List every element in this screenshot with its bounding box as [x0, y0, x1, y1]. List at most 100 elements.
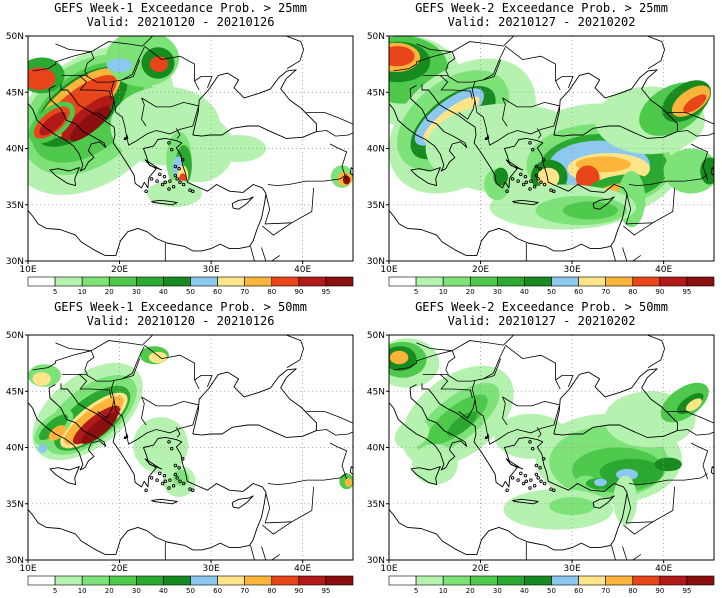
island	[516, 478, 520, 482]
island	[168, 478, 172, 482]
country-border	[471, 80, 560, 146]
lat-label: 40N	[367, 145, 385, 155]
country-border	[622, 546, 642, 560]
country-border	[284, 335, 305, 368]
island	[163, 479, 168, 484]
island	[542, 481, 547, 486]
country-border	[194, 375, 213, 387]
lon-label: 20E	[111, 265, 128, 275]
island	[162, 473, 167, 478]
country-border	[445, 350, 456, 375]
country-border	[393, 350, 453, 371]
colorbar-swatch	[659, 575, 688, 586]
island	[538, 465, 542, 470]
country-border	[84, 350, 95, 375]
colorbar-label: 5	[53, 587, 57, 595]
lat-label: 45N	[6, 88, 24, 98]
colorbar-label: 90	[294, 288, 303, 296]
borders	[393, 335, 714, 560]
panel-valid-dates: Valid: 20210127 - 20210202	[447, 15, 636, 29]
coastlines	[377, 69, 714, 256]
colorbar-label: 95	[682, 587, 691, 595]
island	[534, 463, 539, 468]
colorbar-label: 30	[493, 587, 502, 595]
island	[523, 174, 528, 179]
country-border	[445, 51, 456, 76]
probability-contour	[38, 414, 69, 441]
colorbar-label: 80	[267, 587, 276, 595]
island	[534, 472, 539, 477]
colorbar-swatch	[108, 276, 137, 287]
colorbar-swatch	[136, 575, 164, 586]
island	[377, 115, 385, 133]
island	[524, 180, 529, 185]
lat-label: 35N	[367, 500, 385, 510]
lat-label: 30N	[6, 556, 24, 566]
colorbar-swatch	[524, 575, 552, 586]
colorbar-swatch	[442, 276, 471, 287]
colorbar-swatch	[659, 276, 688, 287]
island	[552, 488, 556, 492]
colorbar-label: 40	[159, 587, 168, 595]
colorbar-label: 80	[628, 587, 637, 595]
island	[530, 446, 535, 451]
island	[529, 179, 533, 183]
colorbar-label: 90	[655, 587, 664, 595]
colorbar-label: 20	[105, 288, 114, 296]
country-border	[194, 76, 213, 88]
lat-label: 30N	[367, 257, 385, 267]
island	[144, 189, 148, 193]
island	[231, 196, 254, 210]
colorbar-label: 40	[520, 288, 529, 296]
lon-label: 30E	[564, 265, 581, 275]
island	[173, 472, 178, 477]
colorbar-swatch	[190, 276, 218, 287]
lon-label: 40E	[294, 265, 311, 275]
island	[524, 479, 529, 484]
colorbar-swatch	[469, 575, 498, 586]
island	[181, 182, 186, 187]
country-border	[79, 374, 112, 399]
coastline	[389, 384, 468, 471]
island	[191, 488, 195, 492]
country-border	[55, 36, 154, 53]
coastline	[28, 383, 267, 555]
island	[177, 465, 181, 470]
colorbar-swatch	[27, 276, 56, 287]
island	[151, 199, 178, 206]
lat-label: 35N	[6, 201, 24, 211]
country-border	[505, 45, 561, 91]
colorbar-swatch	[551, 276, 579, 287]
colorbar-swatch	[632, 575, 661, 586]
country-border	[264, 187, 314, 225]
coastline	[389, 85, 468, 172]
island	[173, 164, 178, 169]
colorbar-label: 60	[213, 587, 222, 595]
lon-label: 20E	[472, 564, 489, 574]
colorbar-label: 95	[321, 288, 330, 296]
island	[180, 158, 185, 162]
island	[410, 466, 441, 486]
island	[532, 184, 537, 189]
country-border	[483, 358, 502, 380]
colorbar-label: 70	[240, 587, 249, 595]
island	[549, 188, 553, 192]
colorbar-swatch	[415, 575, 444, 586]
lat-label: 45N	[367, 88, 385, 98]
island	[505, 189, 509, 193]
country-border	[306, 411, 353, 424]
colorbar-label: 20	[466, 288, 475, 296]
country-border	[316, 429, 353, 436]
coastline	[192, 69, 317, 139]
country-border	[422, 346, 506, 382]
colorbar: 5 10 20 30 40 50 60 70 80 90 95	[388, 575, 715, 595]
island	[167, 440, 171, 444]
island	[169, 446, 174, 451]
colorbar-swatch	[686, 575, 715, 586]
colorbar-label: 10	[439, 587, 448, 595]
country-border	[625, 187, 675, 225]
lat-label: 50N	[367, 331, 385, 341]
country-border	[79, 75, 112, 100]
